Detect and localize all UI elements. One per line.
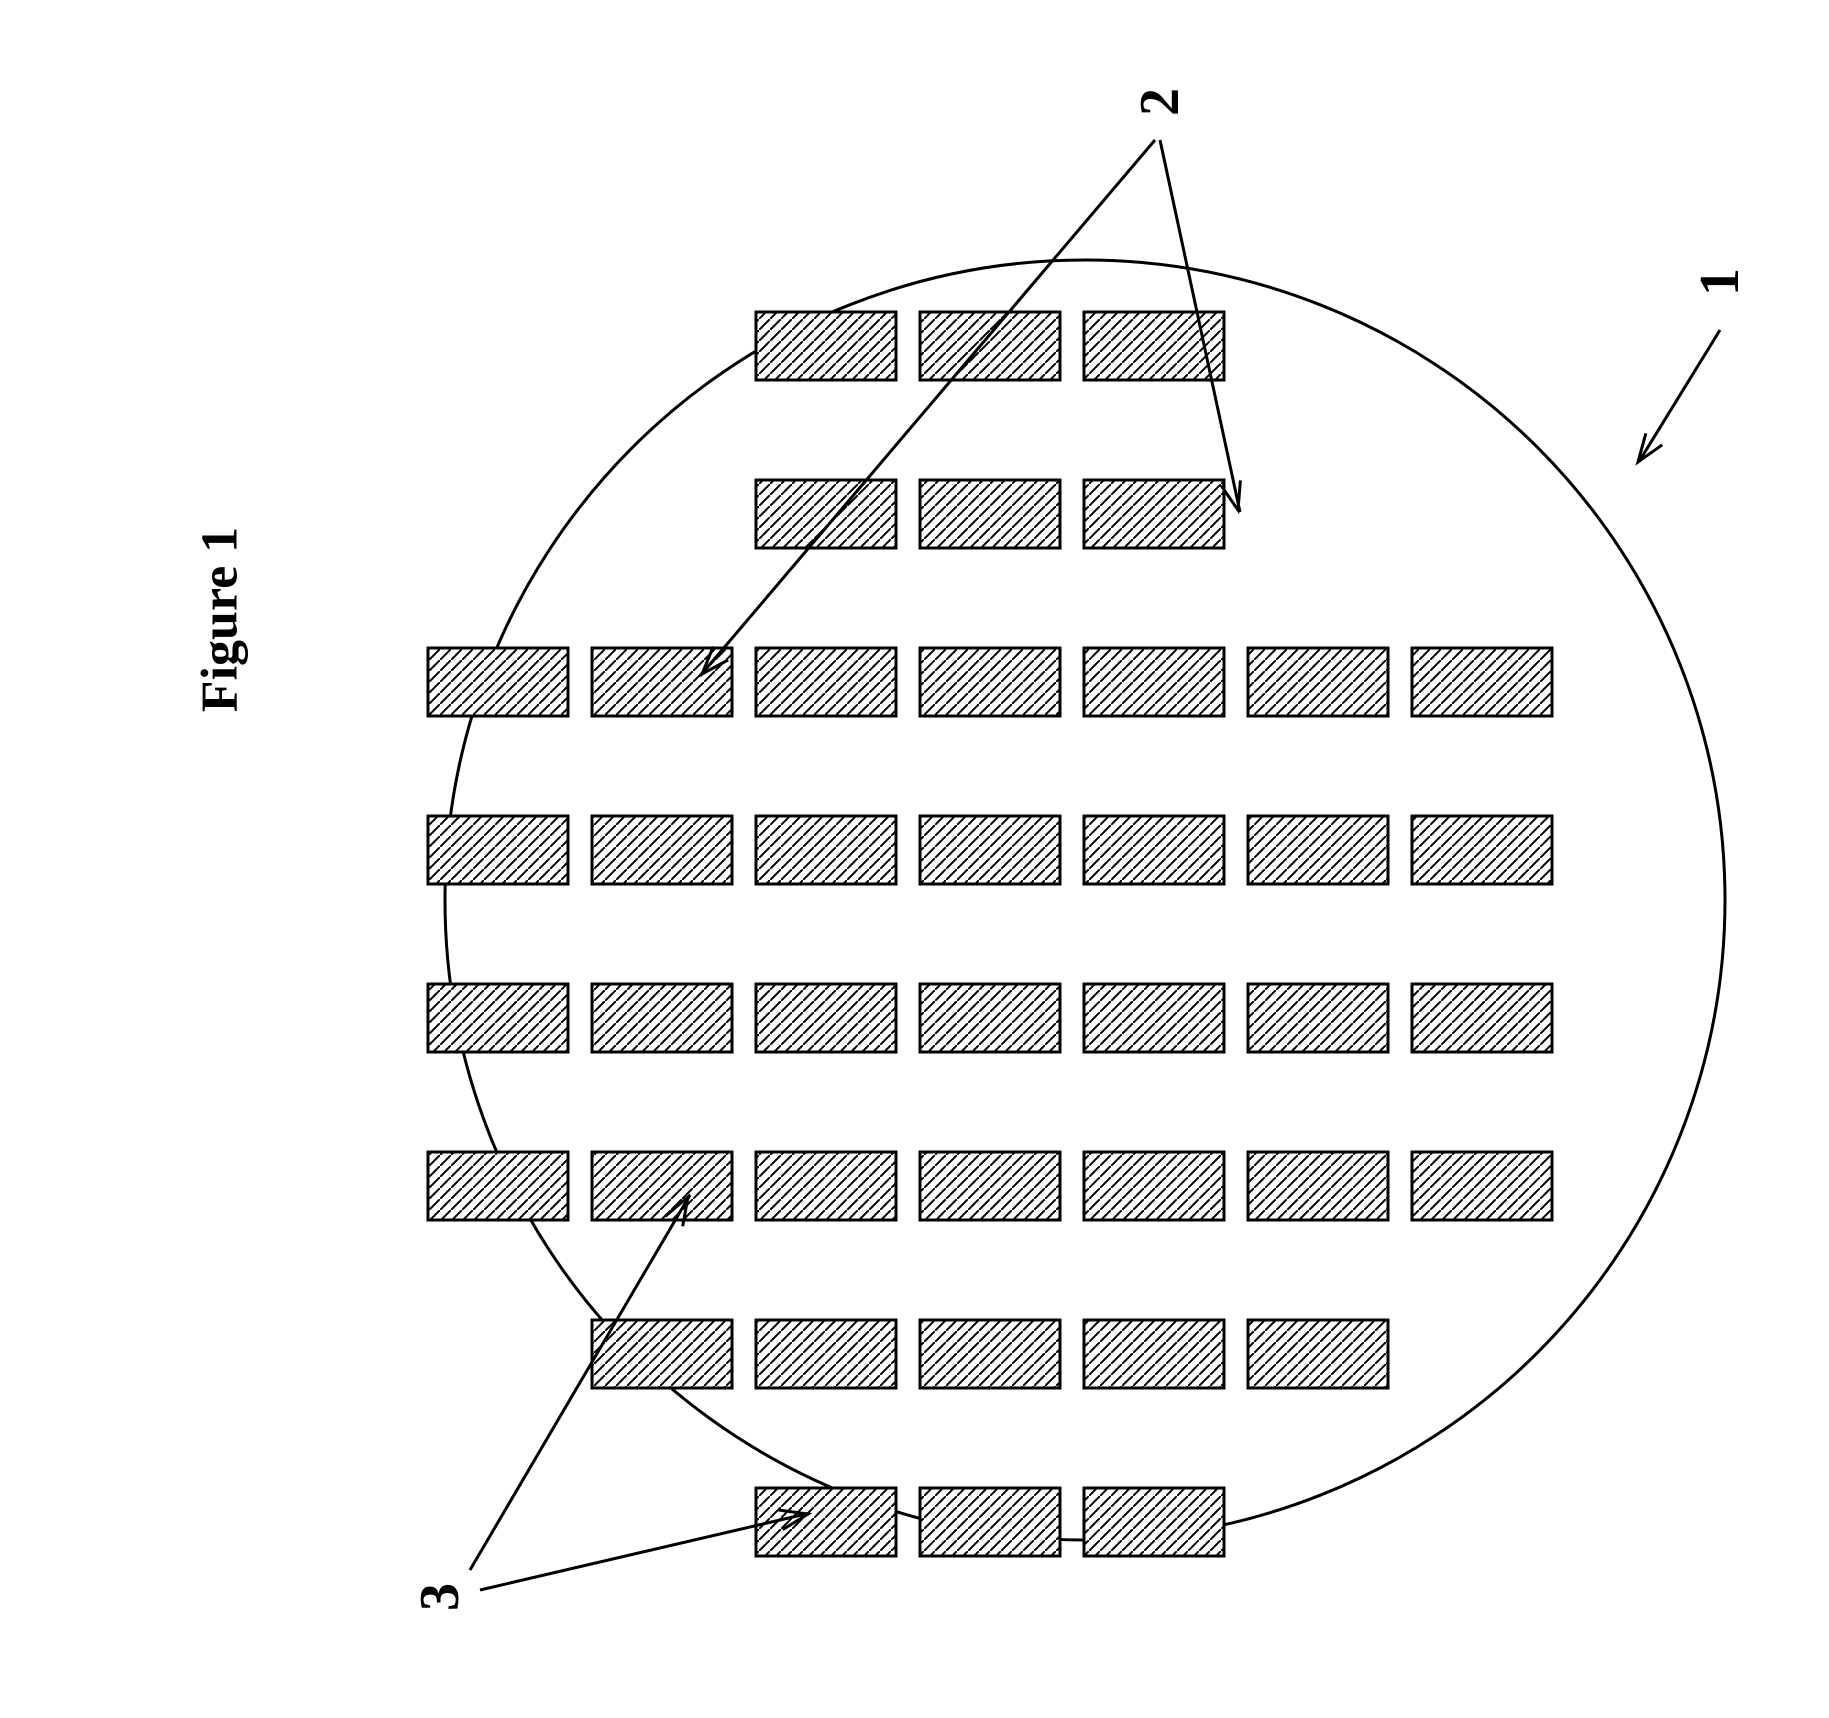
callout-label-1: 1	[1688, 242, 1752, 322]
callout-line-1	[1640, 330, 1720, 460]
die-rect	[1084, 480, 1224, 548]
callout-label-3: 3	[408, 1557, 472, 1637]
die-rect	[1084, 1488, 1224, 1556]
die-rect	[756, 480, 896, 548]
die-rect	[1248, 1320, 1388, 1388]
die-rect	[920, 1152, 1060, 1220]
die-rect	[1412, 816, 1552, 884]
die-rect	[756, 984, 896, 1052]
die-rect	[920, 816, 1060, 884]
die-rect	[920, 648, 1060, 716]
die-rect	[592, 984, 732, 1052]
die-rect	[920, 480, 1060, 548]
die-rect	[756, 312, 896, 380]
diagram-svg	[0, 0, 1829, 1718]
die-rect	[592, 816, 732, 884]
die-rect	[428, 816, 568, 884]
die-rect	[1084, 1152, 1224, 1220]
die-rect	[756, 648, 896, 716]
die-rect	[428, 648, 568, 716]
die-rect	[1412, 1152, 1552, 1220]
die-rect	[920, 312, 1060, 380]
die-rect	[1084, 984, 1224, 1052]
die-rect	[592, 1152, 732, 1220]
figure-stage: Figure 1 1 2 3	[0, 0, 1829, 1718]
die-rect	[1248, 648, 1388, 716]
die-rect	[756, 1152, 896, 1220]
die-rect	[592, 1320, 732, 1388]
die-rect	[592, 648, 732, 716]
callout-label-2: 2	[1128, 62, 1192, 142]
die-rect	[756, 1320, 896, 1388]
die-rect	[1248, 984, 1388, 1052]
figure-title: Figure 1	[191, 520, 250, 720]
die-rect	[1248, 816, 1388, 884]
die-rect	[920, 1320, 1060, 1388]
die-rect	[920, 984, 1060, 1052]
die-rect	[1248, 1152, 1388, 1220]
die-rect	[1084, 648, 1224, 716]
die-rect	[1084, 1320, 1224, 1388]
die-rect	[1412, 984, 1552, 1052]
die-rect	[428, 984, 568, 1052]
die-rect	[920, 1488, 1060, 1556]
die-rect	[428, 1152, 568, 1220]
die-rect	[1412, 648, 1552, 716]
die-rect	[1084, 816, 1224, 884]
die-rect	[756, 816, 896, 884]
